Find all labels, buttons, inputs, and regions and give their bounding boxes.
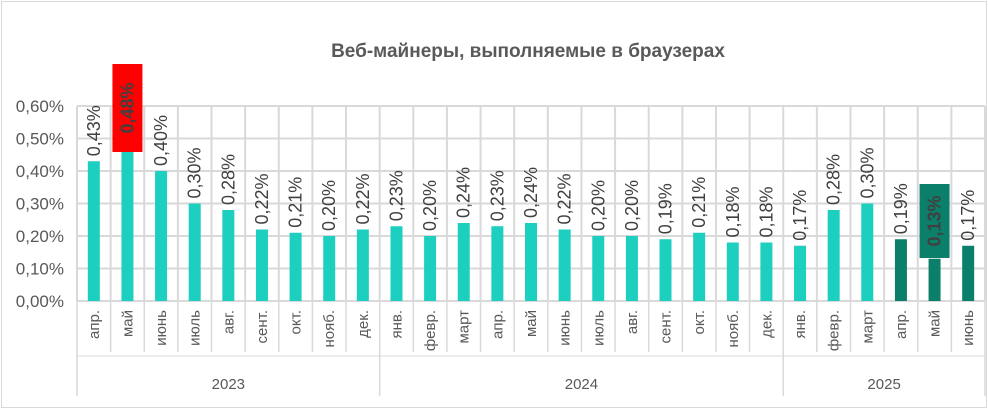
bar [625,236,638,301]
bar [693,232,706,301]
bar [894,239,907,301]
data-label: 0,17% [790,190,810,241]
bar [323,236,336,301]
data-label: 0,40% [151,115,171,166]
category-label: июль [187,310,204,346]
data-label: 0,13% [925,195,945,246]
bar [827,210,840,301]
data-label: 0,28% [824,154,844,205]
bar [794,245,807,301]
category-label: дек. [758,310,775,338]
category-label: апр. [489,310,506,339]
min-label-box [919,184,950,258]
category-label: июнь [960,310,977,346]
bar [457,223,470,301]
y-tick-label: 0,10% [16,260,64,279]
category-label: апр. [893,310,910,339]
y-tick-label: 0,20% [16,227,64,246]
category-label: июль [590,310,607,346]
data-label: 0,19% [891,183,911,234]
data-label: 0,22% [555,173,575,224]
y-tick-label: 0,00% [16,292,64,311]
category-label: нояб. [321,310,338,348]
data-label: 0,20% [420,180,440,231]
category-label: янв. [388,310,405,339]
data-label: 0,18% [723,186,743,237]
data-label: 0,22% [252,173,272,224]
bar [592,236,605,301]
year-label: 2024 [565,376,598,393]
category-label: окт. [288,310,305,334]
bar [861,203,874,301]
data-label: 0,20% [319,180,339,231]
data-label: 0,24% [521,167,541,218]
y-tick-label: 0,60% [16,97,64,116]
category-label: июнь [153,310,170,346]
data-label: 0,30% [185,147,205,198]
bar [928,258,941,301]
data-label: 0,21% [286,177,306,228]
year-label: 2023 [212,376,245,393]
y-tick-label: 0,30% [16,195,64,214]
data-label: 0,19% [656,183,676,234]
bar [491,226,504,301]
data-label: 0,23% [386,170,406,221]
category-label: окт. [691,310,708,334]
y-tick-label: 0,50% [16,130,64,149]
category-label: дек. [355,310,372,338]
chart-title: Веб-майнеры, выполняемые в браузерах [331,41,725,62]
max-label-box [112,64,143,152]
data-label: 0,20% [622,180,642,231]
category-label: февр. [422,310,439,351]
bar [558,229,571,301]
bar [390,226,403,301]
category-label: март [456,310,473,344]
data-label: 0,17% [958,190,978,241]
data-label: 0,28% [218,154,238,205]
data-label: 0,20% [588,180,608,231]
data-label: 0,22% [353,173,373,224]
category-label: нояб. [725,310,742,348]
category-label: сент. [254,310,271,344]
category-label: янв. [792,310,809,339]
bar [760,242,773,301]
data-label: 0,23% [487,170,507,221]
category-label: апр. [86,310,103,339]
bar [356,229,369,301]
bar [424,236,437,301]
bar [222,210,235,301]
bar [726,242,739,301]
category-label: май [927,310,944,337]
bar [525,223,537,301]
bar [255,229,268,301]
data-label: 0,48% [117,82,137,133]
category-label: авг. [624,310,641,334]
y-tick-label: 0,40% [16,162,64,181]
bar [87,161,100,301]
category-label: сент. [658,310,675,344]
category-label: май [119,310,136,337]
category-label: май [523,310,540,337]
bar [121,145,134,301]
category-label: март [859,310,876,344]
bar [659,239,672,301]
category-label: авг. [220,310,237,334]
data-label: 0,21% [689,177,709,228]
data-label: 0,24% [454,167,474,218]
bar [962,245,975,301]
category-label: февр. [826,310,843,351]
data-label: 0,30% [857,147,877,198]
data-label: 0,18% [756,186,776,237]
bar [289,232,302,301]
bar [155,171,168,301]
category-label: июнь [557,310,574,346]
data-label: 0,43% [84,105,104,156]
bar [188,203,201,301]
year-label: 2025 [867,376,900,393]
